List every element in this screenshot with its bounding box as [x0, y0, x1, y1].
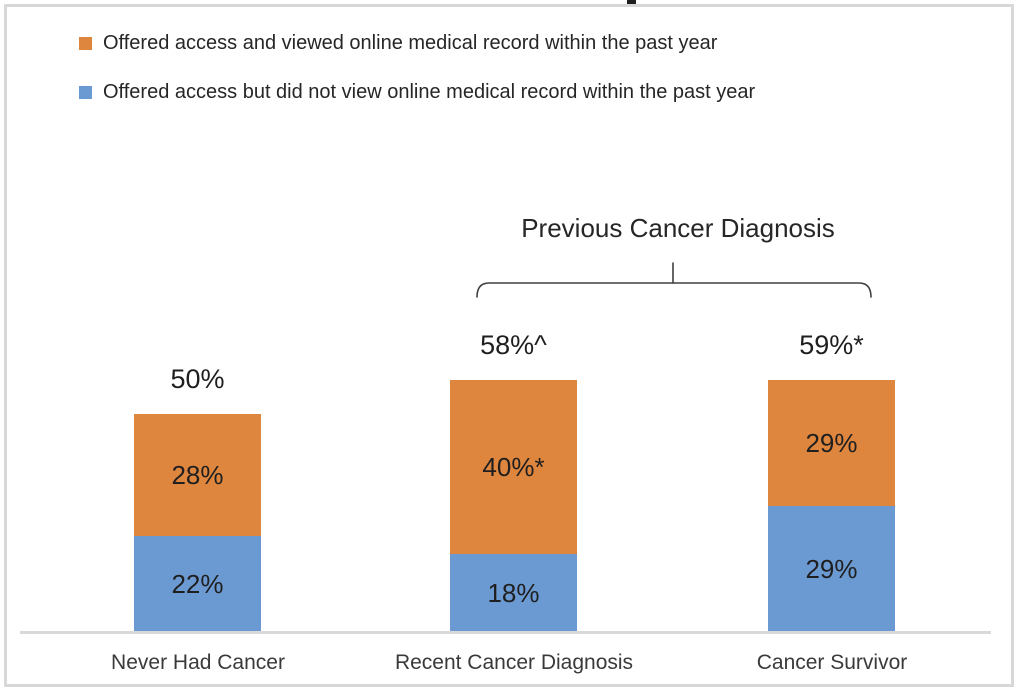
legend-swatch-not-viewed-icon: [79, 86, 92, 99]
bar-total-label: 59%*: [799, 330, 864, 360]
legend-label-not-viewed: Offered access but did not view online m…: [103, 81, 756, 103]
bar-segment-not-viewed: 18%: [450, 554, 577, 632]
x-axis-line: [20, 631, 991, 634]
bar-segment-viewed: 40%*: [450, 380, 577, 554]
segment-data-label: 28%: [171, 459, 224, 490]
legend-item-not-viewed: Offered access but did not view online m…: [79, 79, 755, 106]
bar-segment-not-viewed: 22%: [134, 536, 261, 632]
bracket-icon: [476, 262, 872, 298]
segment-data-label: 22%: [171, 568, 224, 599]
bar-total-label: 50%: [170, 364, 225, 394]
legend: Offered access and viewed online medical…: [79, 30, 755, 128]
segment-data-label: 29%: [805, 553, 858, 584]
x-axis-category-label: Recent Cancer Diagnosis: [394, 651, 634, 674]
bracket-annotation-label: Previous Cancer Diagnosis: [521, 213, 835, 243]
bar-segment-viewed: 28%: [134, 414, 261, 536]
segment-data-label: 40%*: [482, 451, 545, 482]
x-axis-category-label: Cancer Survivor: [756, 651, 908, 674]
x-axis-category-label: Never Had Cancer: [111, 651, 285, 674]
legend-label-viewed: Offered access and viewed online medical…: [103, 32, 718, 54]
segment-data-label: 29%: [805, 427, 858, 458]
bar-segment-not-viewed: 29%: [768, 506, 895, 632]
segment-data-label: 18%: [487, 577, 540, 608]
legend-item-viewed: Offered access and viewed online medical…: [79, 30, 755, 57]
legend-swatch-viewed-icon: [79, 37, 92, 50]
cropped-title-fragment: [627, 0, 636, 4]
bar-total-label: 58%^: [480, 330, 547, 360]
bar-segment-viewed: 29%: [768, 380, 895, 506]
